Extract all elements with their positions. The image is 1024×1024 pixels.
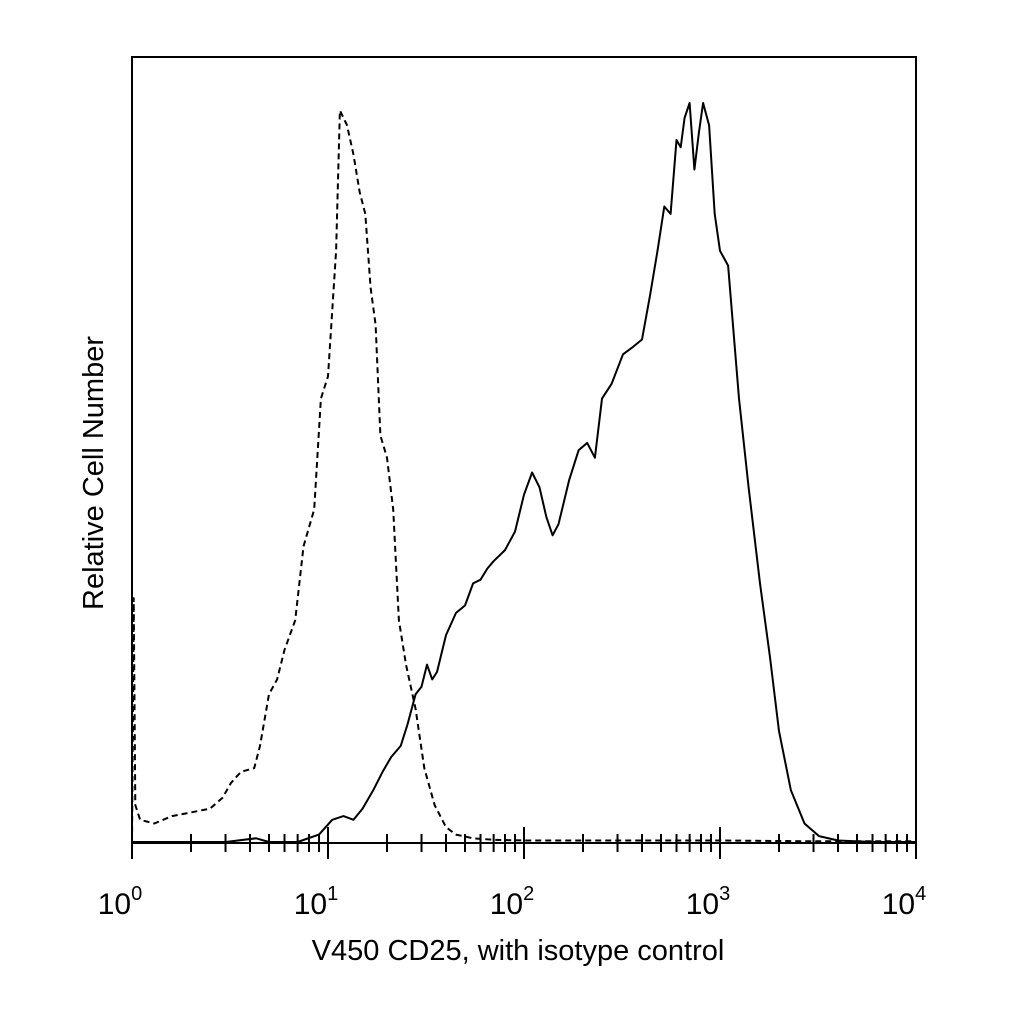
x-tick-label-exponent: 1 bbox=[327, 883, 338, 905]
x-tick-label-base: 10 bbox=[294, 888, 327, 921]
x-axis-tick-labels: 100 101 102 103 104 bbox=[98, 883, 927, 921]
x-tick-label: 101 bbox=[294, 883, 339, 921]
series-isotype-control-line bbox=[131, 109, 916, 843]
x-tick-label-base: 10 bbox=[882, 888, 915, 921]
series-layer bbox=[131, 102, 916, 843]
x-tick-label: 102 bbox=[490, 883, 535, 921]
x-tick-label-base: 10 bbox=[490, 888, 523, 921]
x-tick-label: 100 bbox=[98, 883, 143, 921]
x-tick-label-exponent: 0 bbox=[131, 883, 142, 905]
x-tick-label-base: 10 bbox=[98, 888, 131, 921]
x-tick-label-exponent: 3 bbox=[719, 883, 730, 905]
x-tick-label: 103 bbox=[686, 883, 731, 921]
series-cd25-line bbox=[132, 102, 916, 843]
y-axis-title: Relative Cell Number bbox=[78, 336, 110, 610]
x-tick-label: 104 bbox=[882, 883, 927, 921]
x-axis-title: V450 CD25, with isotype control bbox=[312, 935, 725, 967]
x-tick-label-exponent: 2 bbox=[523, 883, 534, 905]
x-axis-ticks bbox=[131, 827, 917, 859]
x-tick-label-exponent: 4 bbox=[915, 883, 926, 905]
x-tick-label-base: 10 bbox=[686, 888, 719, 921]
